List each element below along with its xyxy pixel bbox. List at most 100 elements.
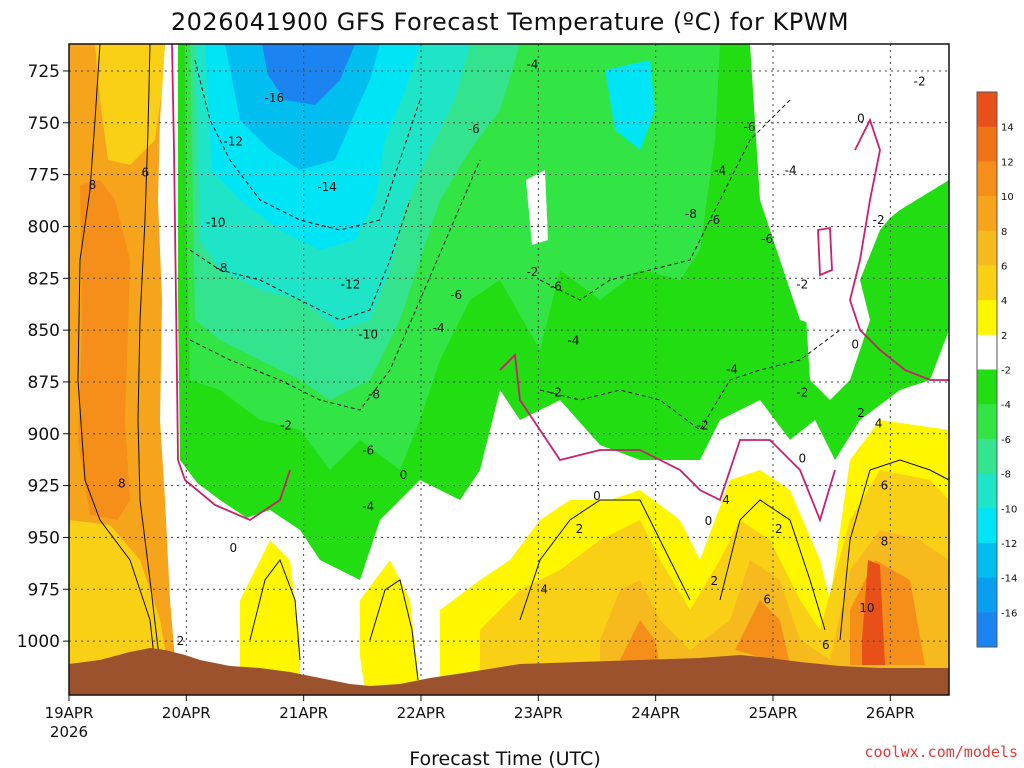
colorbar-label: 14 (1001, 123, 1014, 134)
deep-orange-bottom (620, 560, 925, 665)
contour-label: 0 (593, 489, 601, 503)
gridlines (69, 44, 949, 695)
colorbar-label: 2 (1001, 331, 1007, 342)
colorbar-label: -2 (1001, 366, 1011, 377)
contour-label: -4 (433, 321, 445, 335)
hot-core (862, 560, 885, 665)
contour-label: -6 (708, 213, 720, 227)
plot-area: -16-12-14-10-8-12-10-8-6-4-202688-4-6-2-… (68, 43, 950, 696)
contour-label: 0 (857, 112, 865, 126)
contour-lines (77, 44, 949, 681)
contour-label: -4 (714, 163, 726, 177)
contour-dashed-4 (539, 99, 791, 301)
contour-label: 4 (540, 582, 548, 596)
contour-label: 6 (822, 638, 830, 652)
contour-label: 0 (705, 514, 713, 528)
contour-label: -6 (761, 232, 773, 246)
contour-solid-bottom-5 (369, 579, 419, 681)
colorbar-label: -12 (1001, 539, 1017, 550)
contour-dashed-2 (189, 199, 411, 321)
x-tick-label: 23APR (514, 704, 563, 722)
cold-pocket-mid (605, 60, 655, 150)
contour-zero-loop (817, 226, 833, 277)
colorbar-label: 10 (1001, 192, 1014, 203)
contour-label: -4 (526, 58, 538, 72)
contour-label: -2 (873, 213, 885, 227)
contour-label: 2 (857, 406, 865, 420)
x-tick-label: 24APR (631, 704, 680, 722)
colorbar-swatch (977, 230, 997, 266)
y-tick-label: 925 (28, 477, 60, 497)
y-tick-label: 950 (28, 528, 60, 548)
colorbar-swatch (977, 300, 997, 336)
terrain-surface (69, 648, 949, 695)
x-axis-label: Forecast Time (UTC) (409, 748, 600, 768)
x-tick-label: 25APR (749, 704, 798, 722)
x-tick-label: 26APR (866, 704, 915, 722)
colorbar-swatch (977, 612, 997, 648)
contour-label: 2 (775, 522, 783, 536)
gold-bottom (480, 470, 949, 690)
contour-solid-bottom-1 (519, 499, 691, 621)
colorbar-swatch (977, 161, 997, 197)
contour-label: -6 (744, 120, 756, 134)
contour-label: -4 (785, 163, 797, 177)
white-gap-bottom (180, 470, 365, 690)
contour-zero-left (171, 44, 291, 522)
contour-label: -6 (550, 280, 562, 294)
contour-label: -2 (914, 74, 926, 88)
colorbar-label: -10 (1001, 504, 1017, 515)
y-axis: 725 750 775 800 825 850 875 900 925 950 975 1000 (17, 62, 69, 652)
colorbar-swatch (977, 508, 997, 544)
x-tick-label: 22APR (397, 704, 446, 722)
contour-label: -8 (685, 207, 697, 221)
contour-label: 4 (875, 416, 883, 430)
contour-label: -2 (796, 385, 808, 399)
y-tick-label: 800 (28, 217, 60, 237)
contour-label: 6 (881, 479, 889, 493)
x-tick-label: 21APR (279, 704, 328, 722)
colorbar-swatch (977, 126, 997, 162)
contour-label: 6 (763, 593, 771, 607)
contour-label: 8 (118, 477, 126, 491)
contour-label: -10 (206, 215, 226, 229)
contour-label: -2 (697, 418, 709, 432)
contour-label: 2 (711, 574, 719, 588)
contour-label: -4 (362, 499, 374, 513)
contour-solid-left-2 (137, 44, 161, 666)
x-tick-label: 20APR (162, 704, 211, 722)
credit-text: coolwx.com/models (864, 743, 1018, 761)
yellow-strip-bottom-left (69, 520, 168, 668)
contour-label: 0 (799, 452, 807, 466)
contour-label: -2 (796, 277, 808, 291)
white-region-right (795, 50, 940, 400)
colorbar-label: 4 (1001, 296, 1007, 307)
colorbar-swatch (977, 334, 997, 370)
y-tick-label: 850 (28, 321, 60, 341)
contour-label: 4 (722, 493, 730, 507)
colorbar: 14 12 10 8 6 4 2 -2 -4 -6 -8 -10 -12 -14 -16 (976, 91, 1017, 648)
chart-title: 2026041900 GFS Forecast Temperature (ºC)… (171, 8, 849, 36)
colorbar-label: 6 (1001, 261, 1007, 272)
colorbar-swatch (977, 92, 997, 128)
contour-label: 10 (859, 601, 874, 615)
colorbar-label: -6 (1001, 435, 1011, 446)
colorbar-label: -14 (1001, 574, 1017, 585)
contour-label: 8 (881, 535, 889, 549)
contour-label: -16 (265, 91, 285, 105)
contour-label: 2 (177, 634, 185, 648)
contour-label: -6 (362, 443, 374, 457)
x-tick-label: 19APR (45, 704, 94, 722)
colorbar-swatch (977, 542, 997, 579)
colorbar-swatch (977, 196, 997, 232)
contour-zero-right (849, 117, 949, 381)
y-tick-label: 875 (28, 373, 60, 393)
colorbar-swatch (977, 577, 997, 613)
y-tick-label: 975 (28, 580, 60, 600)
y-tick-label: 750 (28, 114, 60, 134)
colorbar-label: 8 (1001, 227, 1007, 238)
contour-solid-bottom-2 (719, 499, 826, 631)
contour-label: -2 (526, 265, 538, 279)
contour-label: -10 (358, 327, 378, 341)
